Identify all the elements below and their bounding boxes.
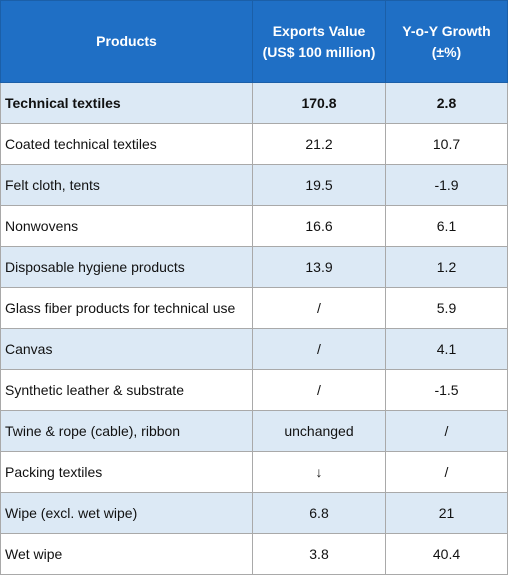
exports-value: 3.8 [252,533,386,575]
exports-value: 6.8 [252,492,386,534]
header-growth-line1: Y-o-Y Growth [402,22,491,39]
header-exports-line2: (US$ 100 million) [262,43,376,60]
exports-value: / [252,369,386,411]
product-name: Glass fiber products for technical use [0,287,253,329]
table-row: Glass fiber products for technical use /… [0,287,508,329]
table-row: Twine & rope (cable), ribbon unchanged / [0,410,508,452]
exports-value: 21.2 [252,123,386,165]
table-row: Synthetic leather & substrate / -1.5 [0,369,508,411]
product-name: Wet wipe [0,533,253,575]
exports-value: 170.8 [252,82,386,124]
yoy-growth: 21 [385,492,508,534]
exports-value: ↓ [252,451,386,493]
exports-value: 13.9 [252,246,386,288]
table-row: Packing textiles ↓ / [0,451,508,493]
exports-value: 19.5 [252,164,386,206]
product-name: Canvas [0,328,253,370]
table-row: Felt cloth, tents 19.5 -1.9 [0,164,508,206]
table-row: Coated technical textiles 21.2 10.7 [0,123,508,165]
product-name: Felt cloth, tents [0,164,253,206]
product-name: Disposable hygiene products [0,246,253,288]
header-growth-line2: (±%) [431,43,462,60]
yoy-growth: / [385,410,508,452]
exports-value: / [252,328,386,370]
product-name: Packing textiles [0,451,253,493]
yoy-growth: 2.8 [385,82,508,124]
yoy-growth: 40.4 [385,533,508,575]
yoy-growth: 1.2 [385,246,508,288]
header-exports-line1: Exports Value [272,22,366,39]
product-name: Wipe (excl. wet wipe) [0,492,253,534]
exports-value: unchanged [252,410,386,452]
header-yoy-growth: Y-o-Y Growth (±%) [385,0,508,83]
table-row: Wet wipe 3.8 40.4 [0,533,508,575]
yoy-growth: 5.9 [385,287,508,329]
exports-value: / [252,287,386,329]
yoy-growth: / [385,451,508,493]
table-row: Technical textiles 170.8 2.8 [0,82,508,124]
product-name: Nonwovens [0,205,253,247]
exports-value: 16.6 [252,205,386,247]
product-name: Twine & rope (cable), ribbon [0,410,253,452]
table-row: Disposable hygiene products 13.9 1.2 [0,246,508,288]
header-row: Products Exports Value (US$ 100 million)… [0,0,508,83]
header-exports-value: Exports Value (US$ 100 million) [252,0,386,83]
yoy-growth: 6.1 [385,205,508,247]
yoy-growth: -1.5 [385,369,508,411]
table-row: Nonwovens 16.6 6.1 [0,205,508,247]
product-name: Coated technical textiles [0,123,253,165]
table-row: Wipe (excl. wet wipe) 6.8 21 [0,492,508,534]
table-row: Canvas / 4.1 [0,328,508,370]
header-products: Products [0,0,253,83]
yoy-growth: 4.1 [385,328,508,370]
product-name: Synthetic leather & substrate [0,369,253,411]
yoy-growth: 10.7 [385,123,508,165]
yoy-growth: -1.9 [385,164,508,206]
product-name: Technical textiles [0,82,253,124]
